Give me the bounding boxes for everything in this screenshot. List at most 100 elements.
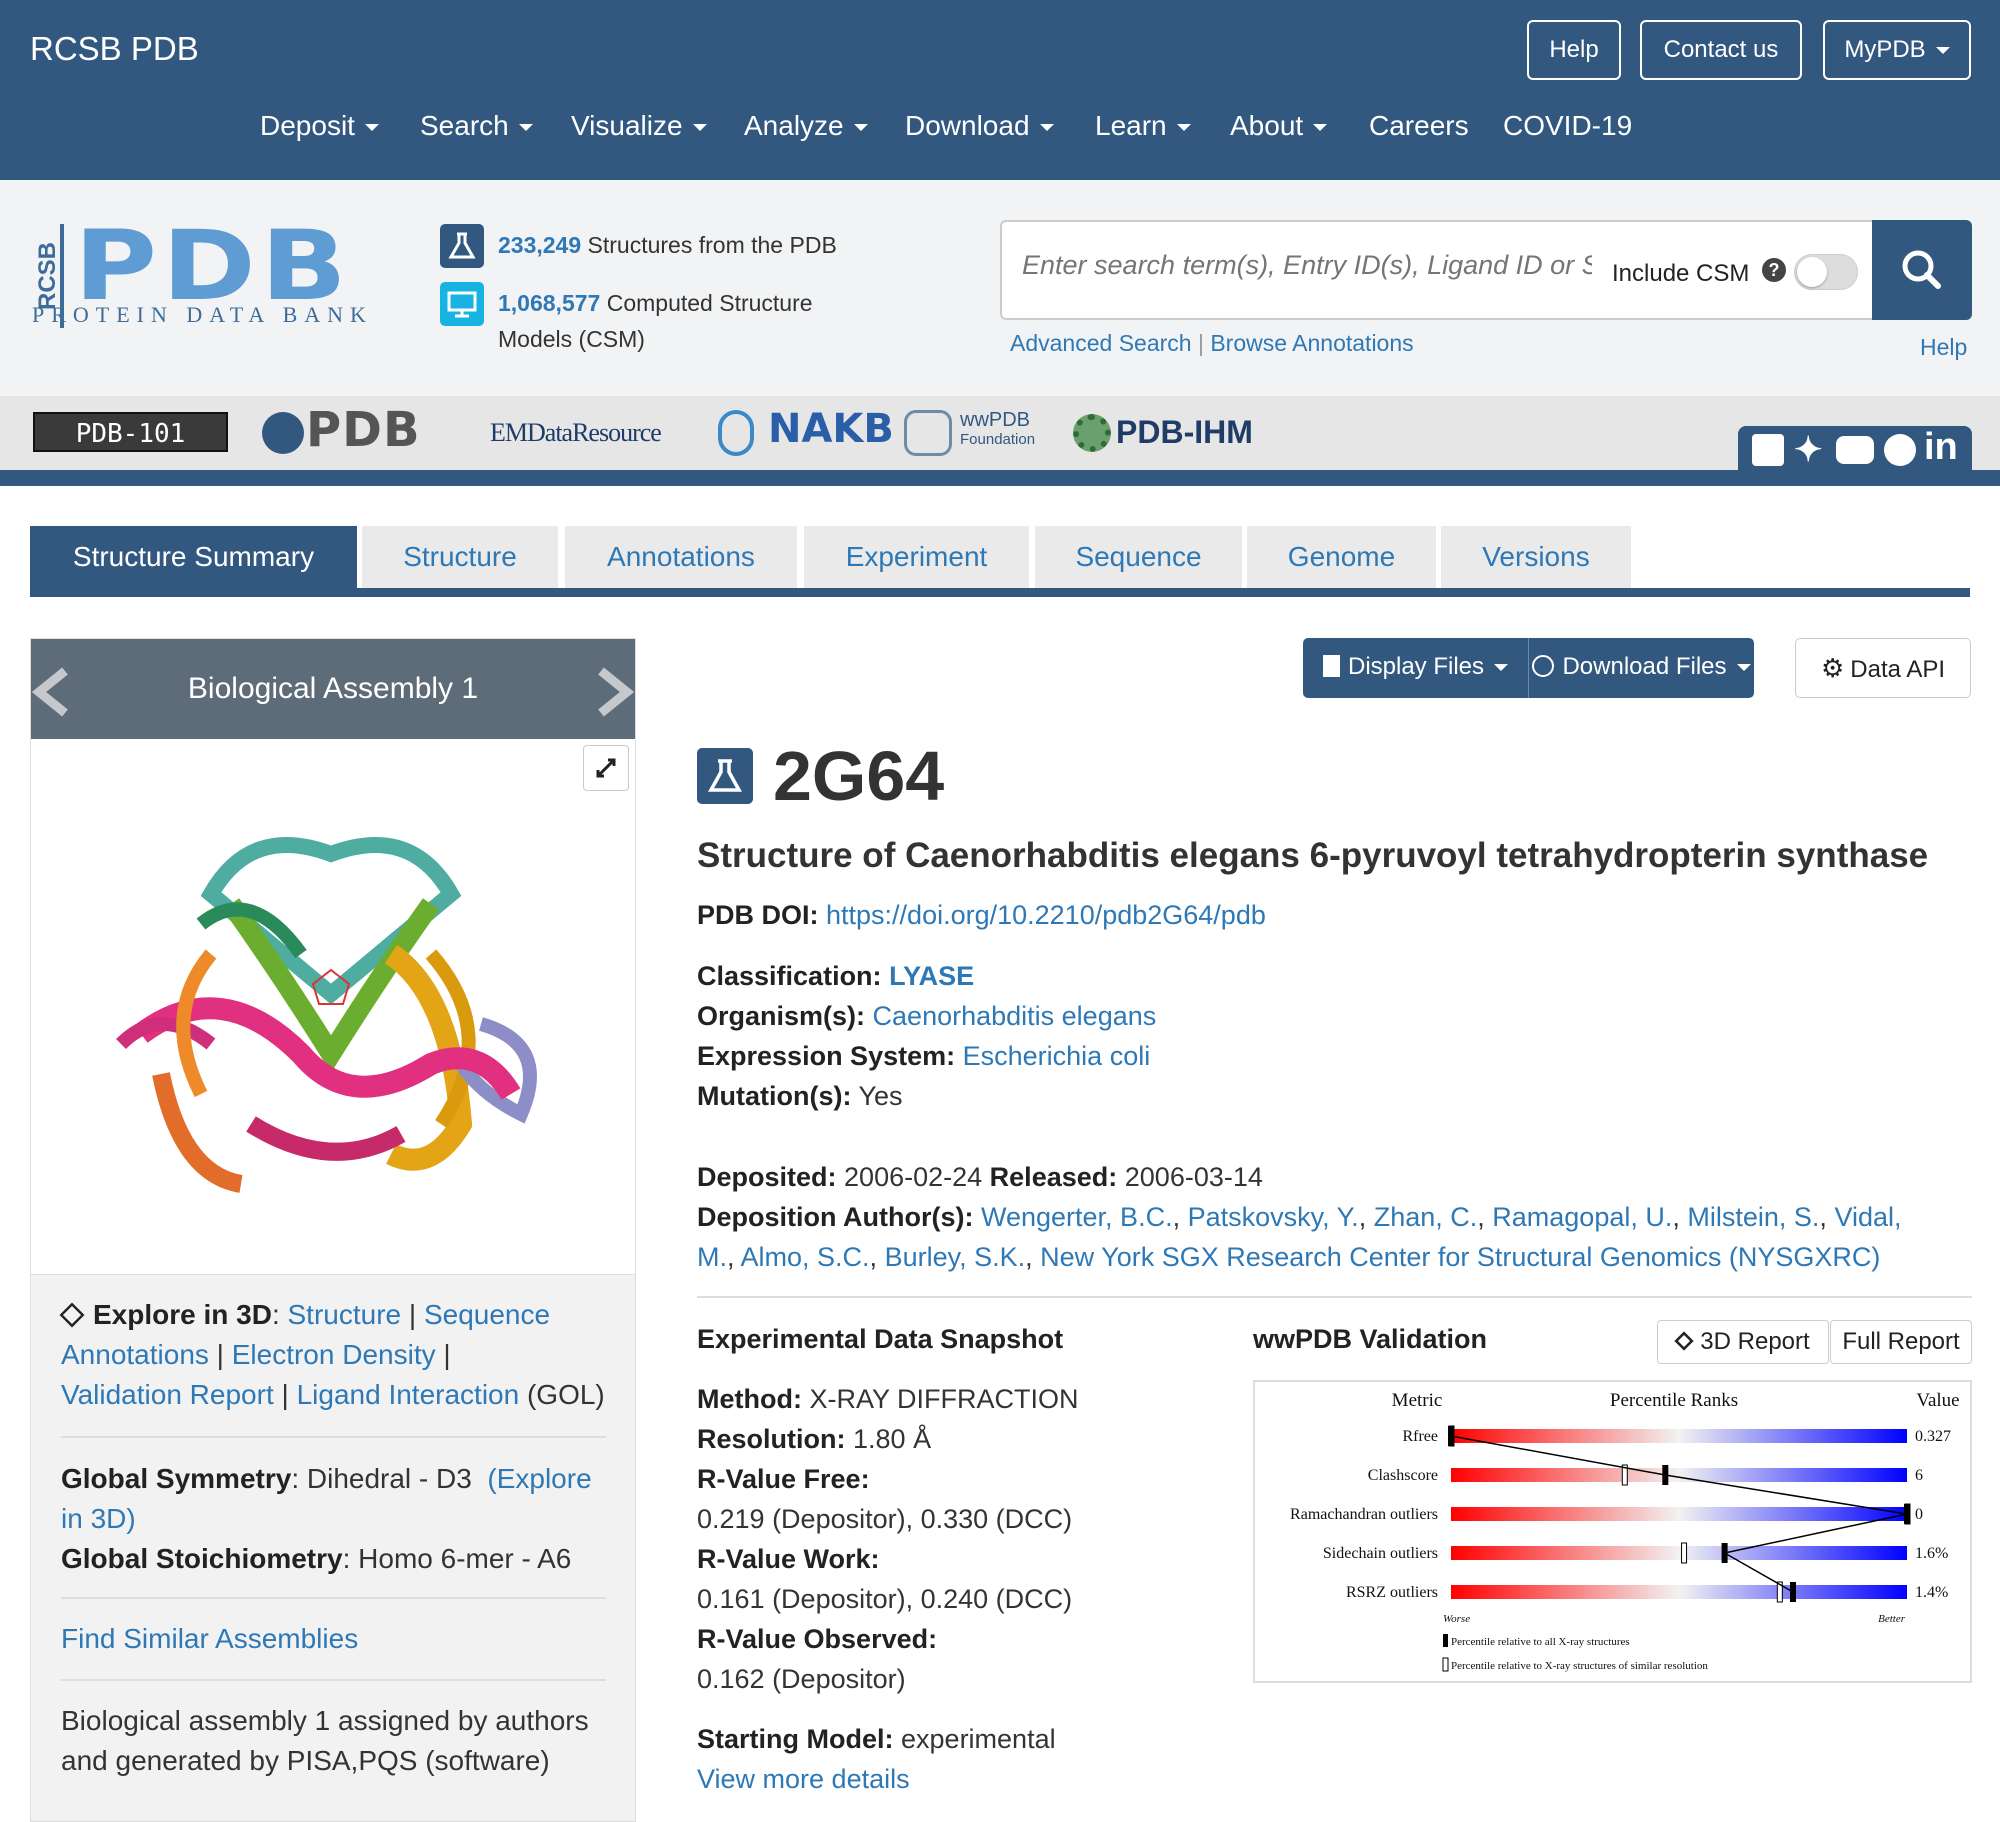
tab-structure[interactable]: Structure [362, 526, 558, 588]
mypdb-button[interactable]: MyPDB [1823, 20, 1971, 80]
divider [61, 1436, 606, 1438]
chevron-down-icon [1494, 664, 1509, 672]
contact-button[interactable]: Contact us [1640, 20, 1802, 80]
tab-versions[interactable]: Versions [1441, 526, 1631, 588]
tab-annotations[interactable]: Annotations [565, 526, 797, 588]
nav-learn[interactable]: Learn [1095, 110, 1191, 142]
author-link[interactable]: Vidal, [1834, 1202, 1902, 1232]
chevron-left-icon[interactable] [31, 667, 71, 717]
validation-chart[interactable]: Metric Percentile Ranks Value Rfree 0.327… [1253, 1380, 1972, 1683]
tab-genome[interactable]: Genome [1247, 526, 1436, 588]
explore-validation-link[interactable]: Validation Report [61, 1379, 274, 1410]
wwpdb-foundation-logo[interactable]: wwPDB Foundation [960, 409, 1036, 448]
pdbihm-icon [1073, 414, 1111, 452]
emdataresource-logo[interactable]: EMDataResource [490, 418, 662, 447]
question-icon[interactable]: ? [1762, 258, 1786, 282]
chevron-down-icon [853, 124, 868, 132]
nav-covid[interactable]: COVID-19 [1503, 110, 1633, 141]
logo-main-text: PDB [74, 210, 352, 322]
find-similar-link[interactable]: Find Similar Assemblies [61, 1623, 359, 1654]
nav-about[interactable]: About [1230, 110, 1328, 142]
linkedin-icon[interactable]: in [1924, 426, 1958, 468]
author-link[interactable]: Almo, S.C. [740, 1242, 870, 1272]
view-more-link[interactable]: View more details [697, 1764, 910, 1794]
file-icon [1322, 655, 1340, 677]
validation-heading: wwPDB Validation [1253, 1324, 1488, 1354]
metric-label: Rfree [1402, 1428, 1438, 1445]
nav-careers[interactable]: Careers [1369, 110, 1469, 141]
search-help-link[interactable]: Help [1920, 334, 1968, 360]
display-files-button[interactable]: Display Files [1303, 638, 1529, 698]
author-link[interactable]: Wengerter, B.C. [980, 1202, 1173, 1232]
nakb-logo[interactable]: NAKB [768, 406, 894, 452]
expand-icon[interactable] [583, 745, 629, 791]
advanced-search-link[interactable]: Advanced Search [1010, 330, 1192, 356]
classification-link[interactable]: LYASE [889, 961, 975, 991]
cube-icon [1674, 1331, 1694, 1351]
explore-sequence-link[interactable]: Sequence [423, 1299, 551, 1330]
data-api-button[interactable]: ⚙ Data API [1795, 638, 1971, 698]
nav-deposit[interactable]: Deposit [260, 110, 379, 142]
author-link[interactable]: Ramagopal, U. [1492, 1202, 1673, 1232]
explore-structure-link[interactable]: Structure [287, 1299, 402, 1330]
search-box: Include CSM ? [1000, 220, 1972, 320]
pdb101-logo[interactable]: PDB-101 [33, 412, 228, 452]
search-input[interactable] [1022, 250, 1592, 281]
percentile-bar [1451, 1585, 1907, 1599]
expression-link[interactable]: Escherichia coli [962, 1041, 1151, 1071]
help-button[interactable]: Help [1527, 20, 1621, 80]
legend-all-marker [1443, 1634, 1448, 1647]
include-csm-toggle[interactable] [1794, 254, 1858, 290]
nav-visualize[interactable]: Visualize [571, 110, 707, 142]
all-marker [1448, 1426, 1454, 1446]
tab-experiment[interactable]: Experiment [804, 526, 1029, 588]
full-report-button[interactable]: Full Report [1830, 1320, 1972, 1364]
metric-label: RSRZ outliers [1346, 1584, 1438, 1601]
author-link[interactable]: Milstein, S. [1687, 1202, 1820, 1232]
rfree-value: 0.219 (Depositor), 0.330 (DCC) [697, 1504, 1073, 1534]
explore-ligand-link[interactable]: Ligand Interaction [296, 1379, 520, 1410]
explore-symmetry-link[interactable]: (Explore in 3D) [61, 1463, 592, 1534]
legend-similar: Percentile relative to X-ray structures … [1451, 1660, 1708, 1672]
explore-density-link[interactable]: Electron Density [231, 1339, 436, 1370]
brand-title[interactable]: RCSB PDB [30, 30, 199, 67]
social-links: ✦ in [1738, 426, 1972, 472]
browse-annotations-link[interactable]: Browse Annotations [1210, 330, 1414, 356]
author-link[interactable]: Burley, S.K. [884, 1242, 1026, 1272]
facebook-icon[interactable] [1752, 434, 1784, 466]
cube-icon [59, 1302, 85, 1328]
csm-count[interactable]: 1,068,577 [498, 290, 601, 316]
twitter-icon[interactable]: ✦ [1794, 431, 1823, 469]
method-row: Method: X-RAY DIFFRACTION [697, 1384, 1079, 1414]
nav-search[interactable]: Search [420, 110, 533, 142]
author-link[interactable]: M. [697, 1242, 727, 1272]
author-link[interactable]: New York SGX Research Center for Structu… [1040, 1242, 1881, 1272]
wwpdb-logo[interactable]: PDB [306, 402, 421, 458]
search-button[interactable] [1872, 220, 1972, 320]
doi-link[interactable]: https://doi.org/10.2210/pdb2G64/pdb [826, 900, 1266, 930]
nav-download[interactable]: Download [905, 110, 1054, 142]
molecule-viewer[interactable] [31, 739, 635, 1275]
author-link[interactable]: Zhan, C. [1373, 1202, 1478, 1232]
nav-analyze[interactable]: Analyze [744, 110, 868, 142]
similar-marker [1681, 1542, 1688, 1564]
pdb-logo[interactable]: RCSB PDB PROTEIN DATA BANK [30, 210, 410, 330]
search-icon [1902, 250, 1941, 289]
chevron-right-icon[interactable] [595, 667, 635, 717]
metric-label: Sidechain outliers [1323, 1545, 1438, 1562]
chevron-down-icon [1313, 124, 1328, 132]
pdbihm-logo[interactable]: PDB-IHM [1116, 414, 1253, 450]
structures-count[interactable]: 233,249 [498, 232, 582, 258]
tab-sequence[interactable]: Sequence [1035, 526, 1242, 588]
top-navbar: RCSB PDB Help Contact us MyPDB Deposit S… [0, 0, 2000, 180]
download-files-button[interactable]: Download Files [1529, 638, 1754, 698]
organism-link[interactable]: Caenorhabditis elegans [872, 1001, 1157, 1031]
explore-annotations-link[interactable]: Annotations [61, 1339, 209, 1370]
3d-report-button[interactable]: 3D Report [1657, 1320, 1829, 1364]
worse-label: Worse [1443, 1613, 1470, 1625]
youtube-icon[interactable] [1836, 436, 1874, 464]
experimental-heading: Experimental Data Snapshot [697, 1324, 1064, 1354]
author-link[interactable]: Patskovsky, Y. [1187, 1202, 1359, 1232]
github-icon[interactable] [1884, 434, 1916, 466]
tab-structure-summary[interactable]: Structure Summary [30, 526, 357, 588]
